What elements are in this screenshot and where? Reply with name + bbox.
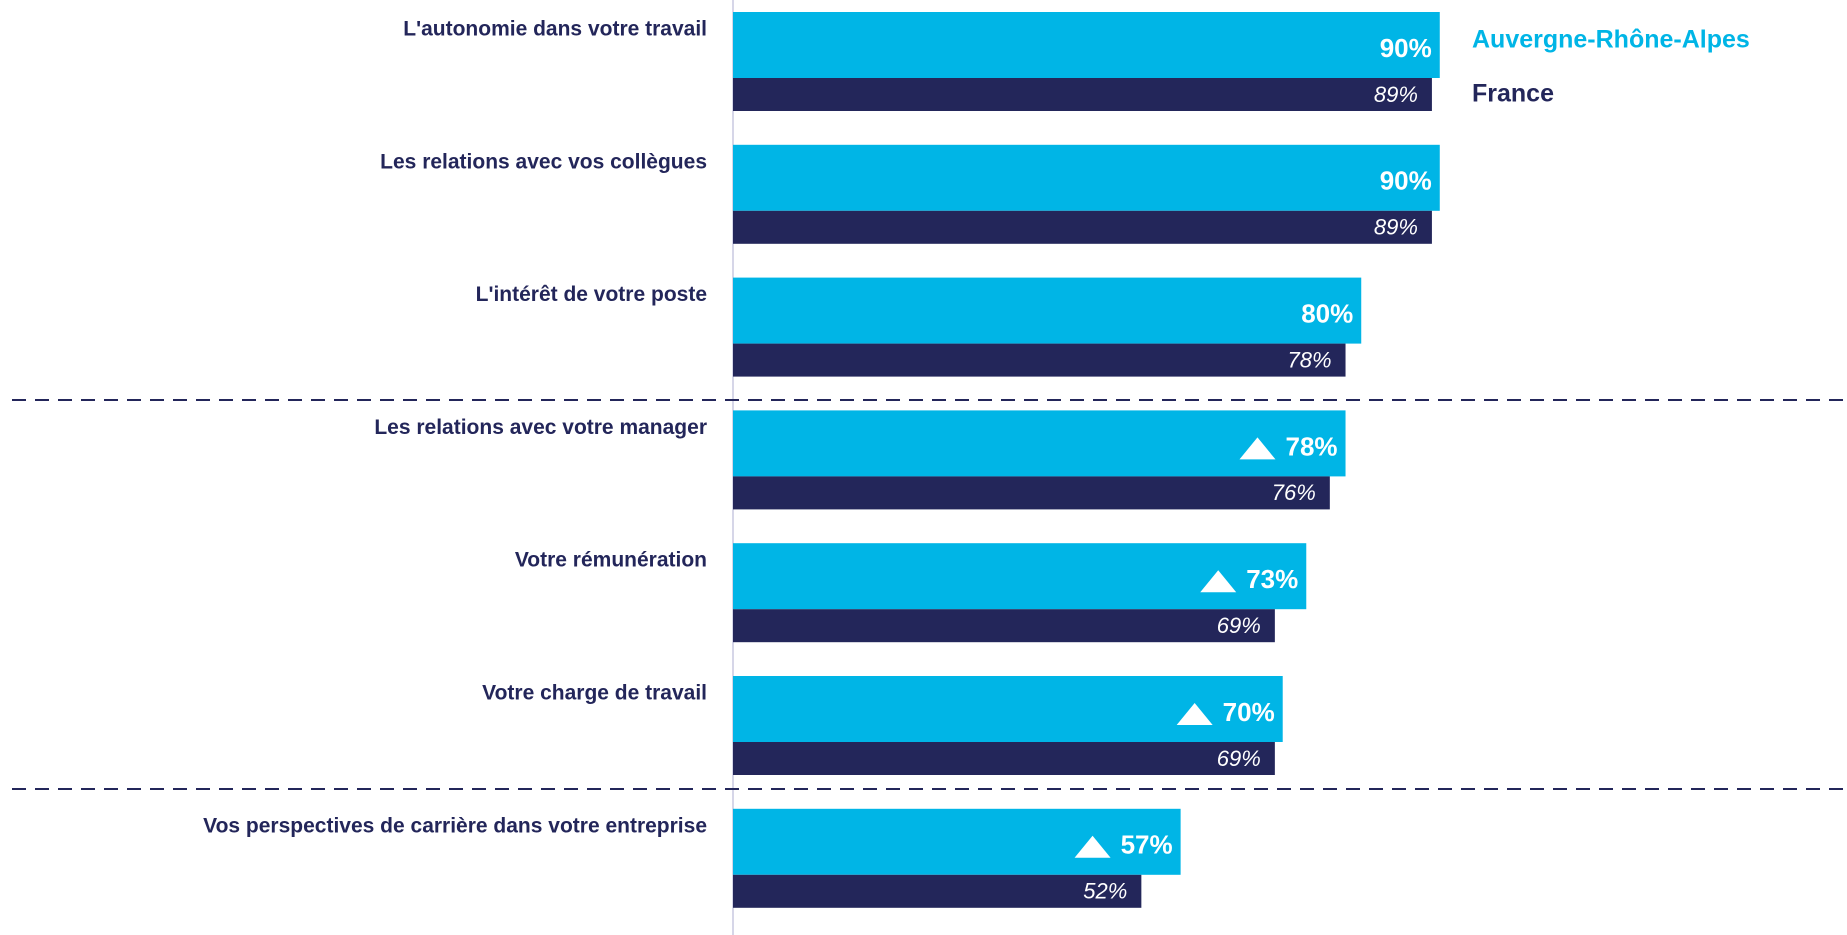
value-label: 69% bbox=[1217, 613, 1261, 638]
category-label: Les relations avec vos collègues bbox=[380, 150, 707, 173]
value-label: 78% bbox=[1287, 347, 1331, 372]
legend-label: Auvergne-Rhône-Alpes bbox=[1472, 26, 1750, 54]
value-label: 80% bbox=[1301, 298, 1353, 328]
category-label: Vos perspectives de carrière dans votre … bbox=[203, 814, 707, 837]
bar bbox=[733, 609, 1275, 643]
category-label: Votre charge de travail bbox=[482, 682, 707, 705]
value-label: 89% bbox=[1374, 82, 1418, 107]
value-label: 90% bbox=[1380, 33, 1432, 63]
bar bbox=[733, 343, 1346, 377]
value-label: 89% bbox=[1374, 215, 1418, 240]
legend-label: France bbox=[1472, 80, 1554, 108]
value-label: 78% bbox=[1285, 431, 1337, 461]
up-arrow bbox=[1200, 570, 1237, 593]
bar bbox=[733, 277, 1362, 344]
value-label: 90% bbox=[1380, 166, 1432, 196]
up-arrow bbox=[1176, 703, 1213, 725]
bar bbox=[733, 742, 1275, 775]
bar bbox=[733, 676, 1283, 742]
bar bbox=[733, 808, 1181, 875]
value-label: 57% bbox=[1121, 830, 1173, 860]
bar bbox=[733, 874, 1142, 908]
up-arrow bbox=[1074, 835, 1111, 858]
bar bbox=[733, 543, 1307, 610]
up-arrow bbox=[1239, 437, 1276, 460]
value-label: 73% bbox=[1246, 564, 1298, 594]
bar bbox=[733, 144, 1440, 211]
value-label: 69% bbox=[1217, 746, 1261, 771]
bar bbox=[733, 410, 1346, 477]
category-label: Votre rémunération bbox=[515, 549, 707, 572]
category-label: L'intérêt de votre poste bbox=[476, 283, 707, 306]
category-label: L'autonomie dans votre travail bbox=[403, 18, 707, 41]
value-label: 52% bbox=[1083, 879, 1127, 904]
value-label: 70% bbox=[1223, 697, 1275, 727]
bar bbox=[733, 210, 1432, 244]
value-label: 76% bbox=[1272, 480, 1316, 505]
bar bbox=[733, 78, 1432, 111]
category-label: Les relations avec votre manager bbox=[374, 416, 707, 439]
bar bbox=[733, 12, 1440, 78]
bar bbox=[733, 476, 1330, 510]
